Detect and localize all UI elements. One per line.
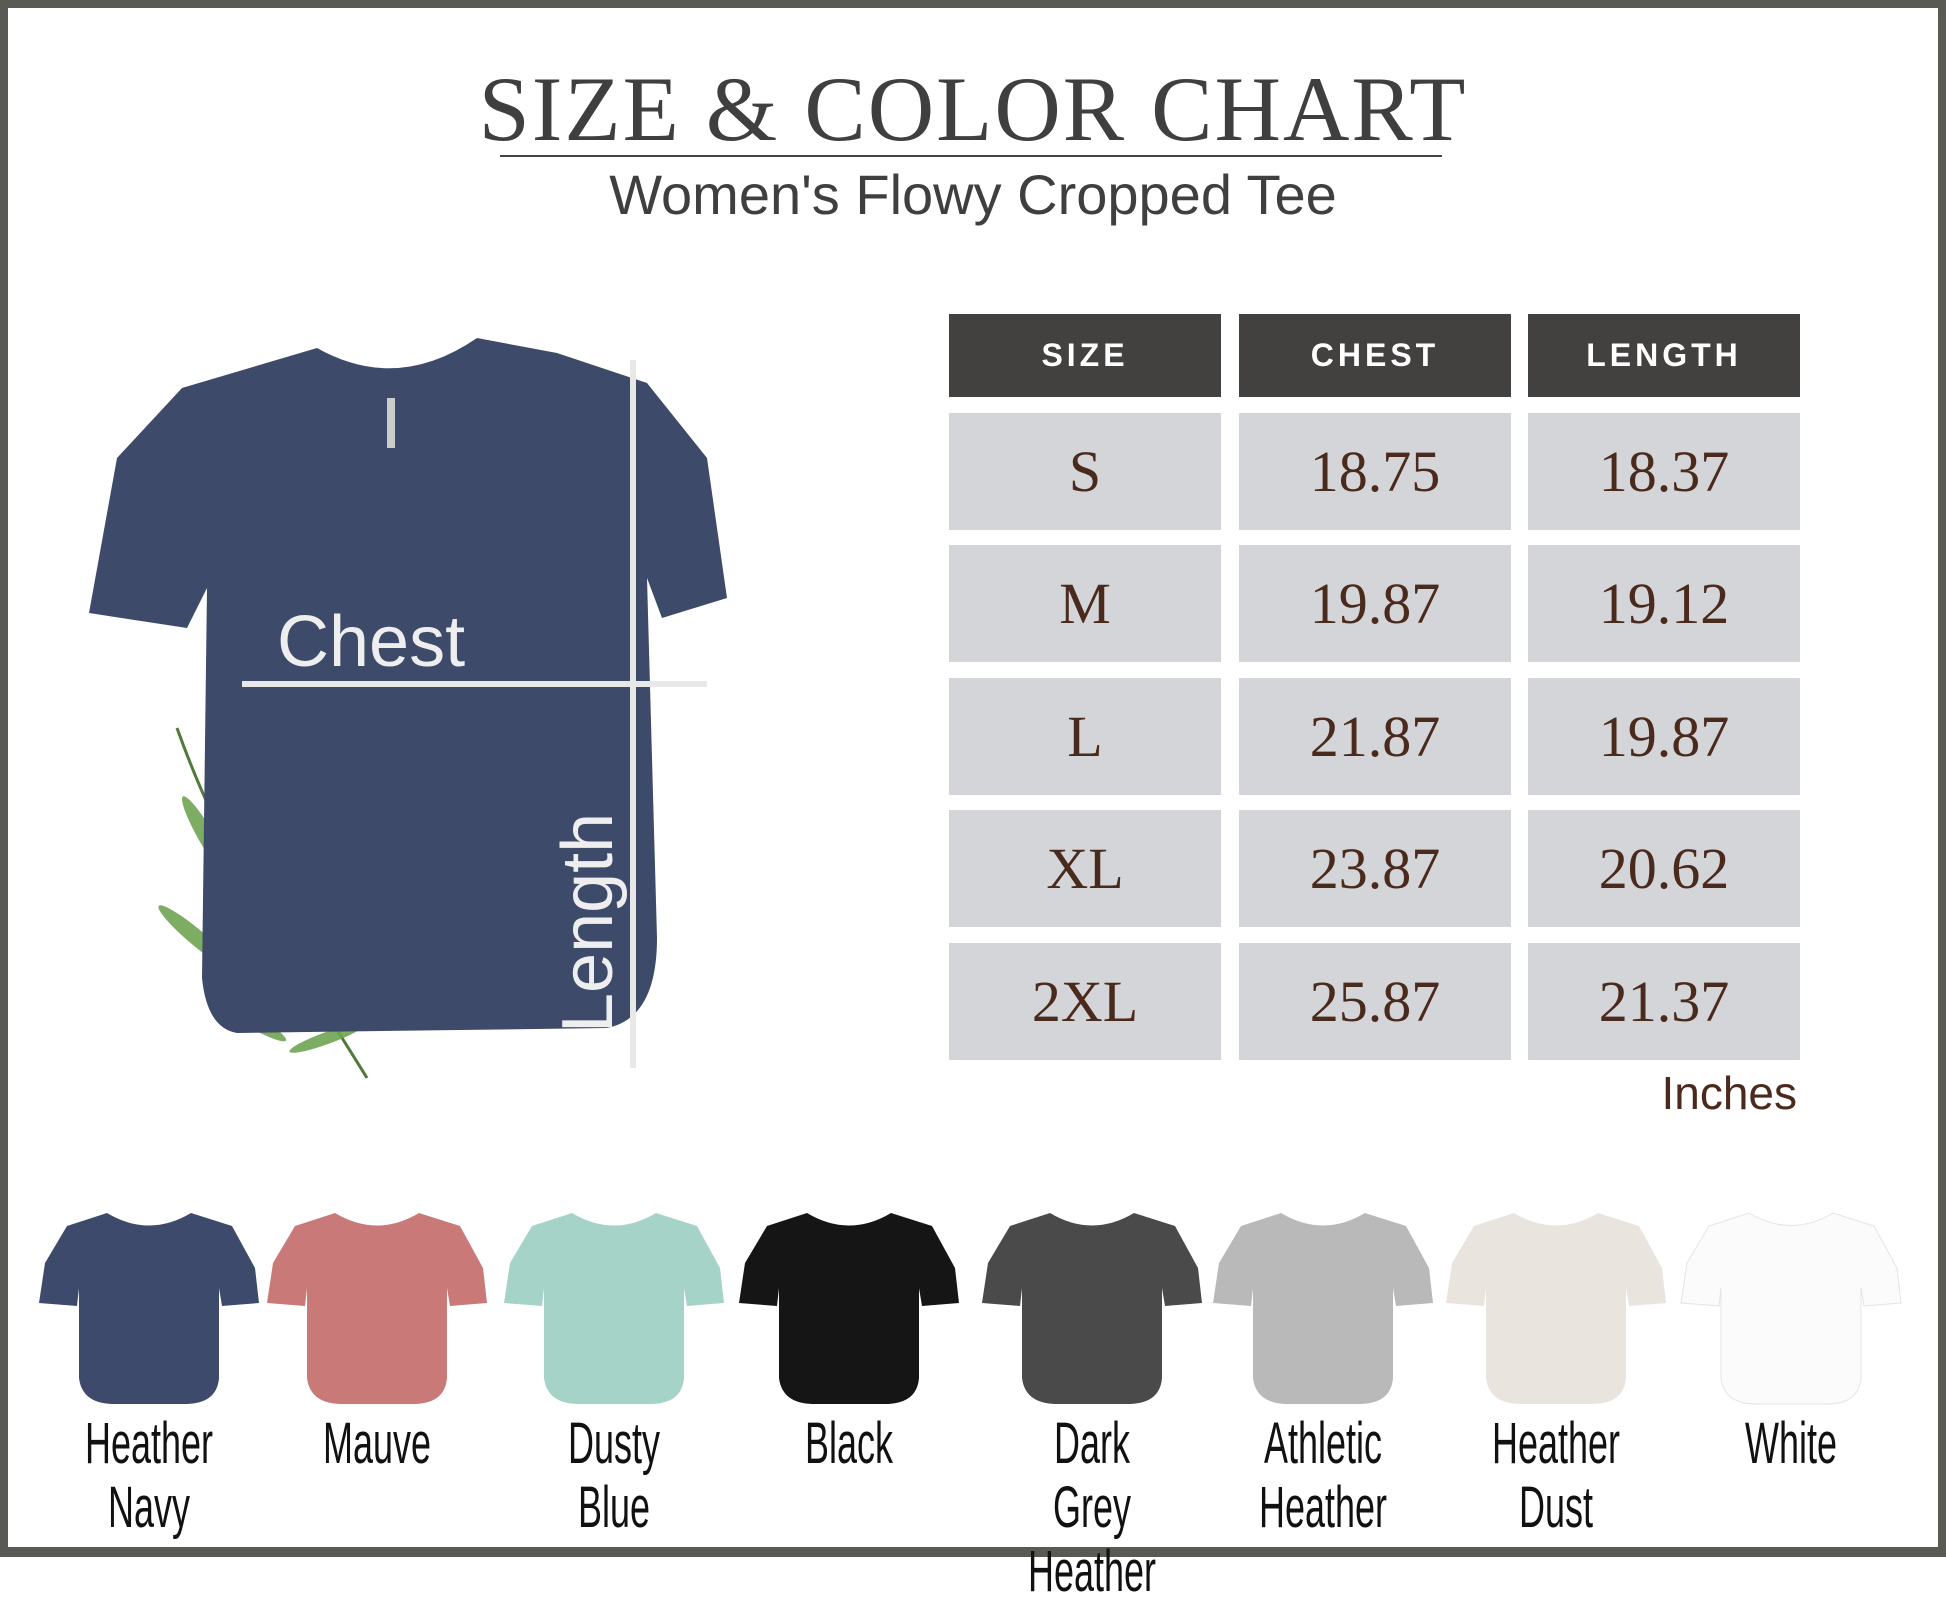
page-subtitle: Women's Flowy Cropped Tee bbox=[609, 163, 1337, 226]
color-label: Heather Dust bbox=[1485, 1412, 1628, 1540]
table-cell: 20.62 bbox=[1528, 810, 1800, 927]
color-label-line1: Mauve bbox=[323, 1411, 431, 1476]
color-label-line1: White bbox=[1745, 1411, 1837, 1476]
shirt-shape bbox=[39, 1213, 259, 1404]
table-cell: 19.87 bbox=[1239, 545, 1511, 662]
column-header-length: LENGTH bbox=[1528, 314, 1800, 397]
unit-label: Inches bbox=[1661, 1067, 1797, 1119]
page-title: SIZE & COLOR CHART bbox=[478, 58, 1468, 160]
color-label-line2: Heather bbox=[1259, 1475, 1387, 1540]
page-frame bbox=[0, 0, 1946, 1557]
color-label: Heather Navy bbox=[78, 1412, 221, 1540]
shirt-shape bbox=[739, 1213, 959, 1404]
shirt-swatch-icon[interactable] bbox=[265, 1208, 489, 1408]
shirt-swatch-icon[interactable] bbox=[37, 1208, 261, 1408]
table-cell: XL bbox=[949, 810, 1221, 927]
table-cell: S bbox=[949, 413, 1221, 530]
table-cell: L bbox=[949, 678, 1221, 795]
table-cell: 19.12 bbox=[1528, 545, 1800, 662]
shirt-swatch-icon[interactable] bbox=[1211, 1208, 1435, 1408]
color-label-line2: Blue bbox=[578, 1475, 650, 1540]
length-label: Length bbox=[548, 813, 628, 1033]
table-cell: 25.87 bbox=[1239, 943, 1511, 1060]
shirt-shape bbox=[1213, 1213, 1433, 1404]
measurement-diagram: Chest Length bbox=[89, 338, 727, 1079]
color-label: Dark Grey Heather bbox=[1021, 1412, 1164, 1604]
color-label-line1: Heather bbox=[1492, 1411, 1620, 1476]
column-header-chest: CHEST bbox=[1239, 314, 1511, 397]
title-divider bbox=[500, 155, 1442, 157]
color-label-line2: Dust bbox=[1519, 1475, 1593, 1540]
shirt-shape bbox=[504, 1213, 724, 1404]
table-cell: 18.75 bbox=[1239, 413, 1511, 530]
table-cell: 21.37 bbox=[1528, 943, 1800, 1060]
shirt-shape bbox=[982, 1213, 1202, 1404]
table-cell: 2XL bbox=[949, 943, 1221, 1060]
color-label: Black bbox=[778, 1412, 921, 1476]
color-label: Mauve bbox=[306, 1412, 449, 1476]
shirt-shape bbox=[1446, 1213, 1666, 1404]
shirt-shape bbox=[267, 1213, 487, 1404]
shirt-swatch-icon[interactable] bbox=[737, 1208, 961, 1408]
color-label-line1: Black bbox=[805, 1411, 893, 1476]
table-cell: 23.87 bbox=[1239, 810, 1511, 927]
color-label-line1: Heather bbox=[85, 1411, 213, 1476]
shirt-swatch-icon[interactable] bbox=[502, 1208, 726, 1408]
shirt-shape bbox=[1680, 1212, 1902, 1405]
table-cell: 19.87 bbox=[1528, 678, 1800, 795]
color-label-line2: Heather bbox=[1028, 1539, 1156, 1604]
shirt-swatch-icon[interactable] bbox=[980, 1208, 1204, 1408]
color-label: Athletic Heather bbox=[1252, 1412, 1395, 1540]
color-label: Dusty Blue bbox=[543, 1412, 686, 1540]
table-cell: 18.37 bbox=[1528, 413, 1800, 530]
color-label-line1: Dark Grey bbox=[1053, 1411, 1131, 1540]
color-label-line2: Navy bbox=[108, 1475, 190, 1540]
shirt-swatch-icon[interactable] bbox=[1679, 1208, 1903, 1408]
column-header-size: SIZE bbox=[949, 314, 1221, 397]
color-label-line1: Dusty bbox=[568, 1411, 660, 1476]
table-cell: M bbox=[949, 545, 1221, 662]
chest-label: Chest bbox=[277, 602, 465, 682]
color-label: White bbox=[1720, 1412, 1863, 1476]
color-label-line1: Athletic bbox=[1264, 1411, 1382, 1476]
shirt-swatch-icon[interactable] bbox=[1444, 1208, 1668, 1408]
table-cell: 21.87 bbox=[1239, 678, 1511, 795]
